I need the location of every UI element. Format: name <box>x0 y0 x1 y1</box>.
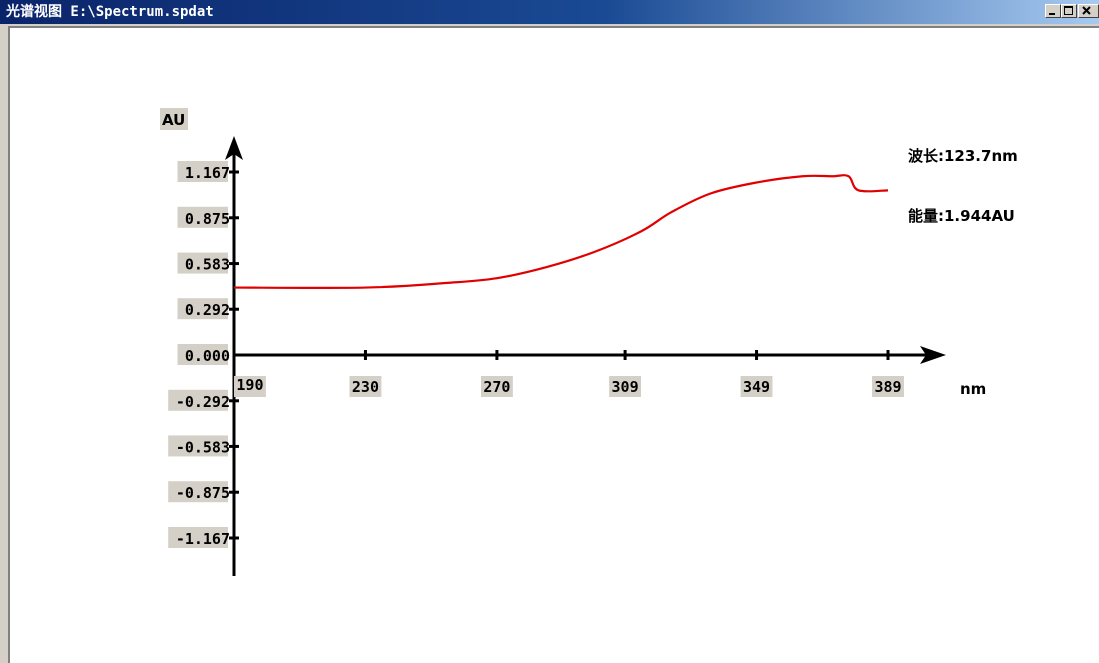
y-tick-label: 0.875 <box>185 210 230 228</box>
x-tick-label-bg <box>740 376 773 397</box>
y-tick-label-bg <box>177 344 228 365</box>
spectrum-chart: 1.167 0.875 0.583 0.292 0.000 -0.292 -0.583 -0.… <box>160 108 1018 576</box>
x-tick-label-bg <box>872 376 904 397</box>
close-button[interactable] <box>1078 4 1099 18</box>
y-tick-label-bg <box>177 252 228 274</box>
y-tick-label: 0.000 <box>185 347 230 365</box>
series-line <box>233 174 889 290</box>
y-tick-label: -0.875 <box>176 484 230 502</box>
y-axis-title: AU <box>160 108 188 130</box>
maximize-button[interactable] <box>1061 4 1077 18</box>
x-tick-label: 349 <box>743 378 770 396</box>
window-title: 光谱视图 E:\Spectrum.spdat <box>6 4 214 20</box>
y-tick-label: 0.292 <box>185 301 230 319</box>
close-icon <box>1082 6 1091 15</box>
x-tick-label: 270 <box>483 378 510 396</box>
x-tick-label-bg <box>609 376 642 397</box>
x-tick-label-bg <box>234 376 266 397</box>
energy-readout: 能量:1.944AU <box>908 207 1015 225</box>
y-tick-label-bg <box>168 481 228 503</box>
y-axis-arrow-icon <box>225 136 243 160</box>
x-axis-arrow-icon <box>920 346 946 364</box>
y-axis-label: AU <box>162 111 185 129</box>
x-tick-label: 309 <box>612 378 639 396</box>
title-bar[interactable]: 光谱视图 E:\Spectrum.spdat <box>0 0 1099 24</box>
minimize-button[interactable] <box>1045 4 1061 18</box>
y-tick-label: 0.583 <box>185 256 230 274</box>
y-tick-label-bg <box>168 527 228 548</box>
maximize-icon <box>1064 6 1073 15</box>
y-tick-label-bg <box>177 206 228 228</box>
y-tick-label: -0.292 <box>176 393 230 411</box>
y-tick-label-bg <box>177 298 228 320</box>
x-tick-label-bg <box>349 376 382 397</box>
y-tick-label-bg <box>168 435 228 457</box>
wavelength-readout: 波长:123.7nm <box>908 147 1018 165</box>
y-tick-label: -1.167 <box>176 530 230 548</box>
x-axis-label: nm <box>960 380 986 398</box>
minimize-icon <box>1049 13 1055 15</box>
plot-area[interactable]: 1.167 0.875 0.583 0.292 0.000 -0.292 -0.583 -0.… <box>8 26 1099 663</box>
y-tick-label: 1.167 <box>185 164 230 182</box>
y-tick-label-bg <box>177 161 228 182</box>
x-tick-label: 190 <box>236 376 263 394</box>
y-tick-label-bg <box>168 389 228 411</box>
y-tick-label: -0.583 <box>176 438 230 456</box>
x-tick-label-bg <box>480 376 513 397</box>
x-tick-label: 230 <box>352 378 379 396</box>
x-tick-label: 389 <box>874 378 901 396</box>
